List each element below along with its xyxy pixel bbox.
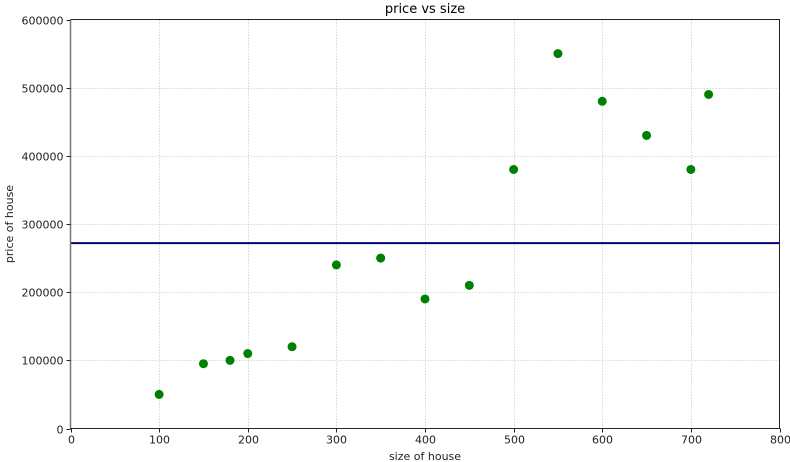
data-point	[509, 164, 519, 174]
data-point	[553, 49, 563, 59]
data-point	[420, 294, 430, 304]
x-tick-label: 500	[504, 434, 525, 447]
data-point	[376, 253, 386, 263]
data-point	[243, 349, 253, 359]
data-point	[198, 359, 208, 369]
x-tick-label: 100	[149, 434, 170, 447]
data-point	[464, 280, 474, 290]
x-tick-label: 200	[238, 434, 259, 447]
y-tick-label: 400000	[22, 151, 64, 164]
y-tick-label: 600000	[22, 15, 64, 28]
data-point	[597, 96, 607, 106]
y-axis-label: price of house	[3, 185, 16, 263]
data-point	[686, 164, 696, 174]
x-axis-label: size of house	[389, 450, 461, 462]
data-point	[704, 89, 714, 99]
plot-frame	[70, 19, 780, 429]
data-point	[642, 130, 652, 140]
x-tick-label: 300	[326, 434, 347, 447]
y-tick-label: 100000	[22, 355, 64, 368]
x-tick-label: 800	[770, 434, 790, 447]
data-point	[331, 260, 341, 270]
grid	[70, 19, 780, 429]
y-axis-ticks: 0 100000 200000 300000 400000 500000 600000	[22, 15, 71, 437]
x-axis-ticks: 0 100 200 300 400 500 600 700 800	[68, 428, 790, 447]
x-tick-label: 700	[681, 434, 702, 447]
y-tick-label: 300000	[22, 219, 64, 232]
y-tick-label: 200000	[22, 287, 64, 300]
y-tick-label: 500000	[22, 83, 64, 96]
y-tick-label: 0	[57, 424, 64, 437]
x-tick-label: 600	[592, 434, 613, 447]
data-point	[154, 389, 164, 399]
chart-title: price vs size	[385, 2, 465, 17]
data-point	[287, 342, 297, 352]
data-point	[225, 355, 235, 365]
scatter-points	[154, 49, 714, 399]
x-tick-label: 0	[68, 434, 75, 447]
x-tick-label: 400	[415, 434, 436, 447]
